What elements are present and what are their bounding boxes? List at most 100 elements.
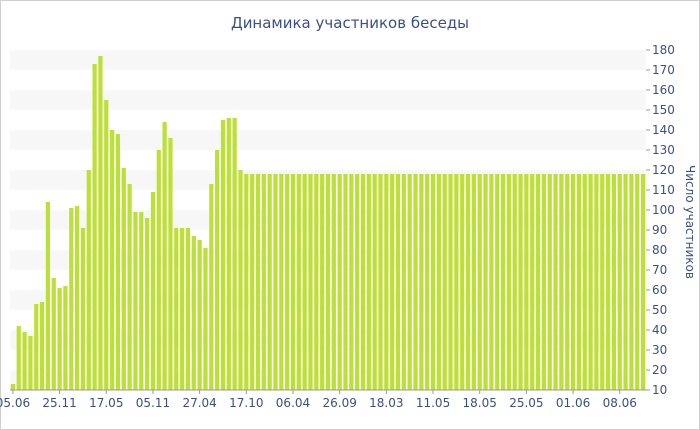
y-tick-label: 120 xyxy=(652,163,675,177)
bar xyxy=(121,168,126,390)
bar xyxy=(635,174,640,390)
bar xyxy=(617,174,622,390)
bar xyxy=(320,174,325,390)
bar xyxy=(495,174,500,390)
bar xyxy=(518,174,523,390)
bar xyxy=(355,174,360,390)
x-tick-label: 27.04 xyxy=(182,396,216,410)
bar xyxy=(512,174,517,390)
bar xyxy=(535,174,541,390)
bar xyxy=(308,174,313,390)
bar xyxy=(92,64,97,390)
bar xyxy=(506,174,511,390)
bar xyxy=(104,100,109,390)
bar xyxy=(407,174,412,390)
bar xyxy=(10,384,16,390)
grid-band xyxy=(10,50,646,70)
bar xyxy=(489,174,494,390)
bar xyxy=(640,174,646,390)
bar xyxy=(366,174,371,390)
x-tick-label: 11.05 xyxy=(416,396,450,410)
bar xyxy=(541,174,546,390)
bar xyxy=(110,130,115,390)
x-tick-label: 01.06 xyxy=(556,396,590,410)
x-tick-label: 25.05 xyxy=(509,396,543,410)
x-tick-label: 25.11 xyxy=(42,396,76,410)
bar xyxy=(570,174,576,390)
y-tick-label: 100 xyxy=(652,203,675,217)
bar xyxy=(331,174,336,390)
y-tick-label: 140 xyxy=(652,123,675,137)
bar xyxy=(314,174,319,390)
x-tick-label: 18.03 xyxy=(369,396,403,410)
bar xyxy=(425,174,430,390)
bar xyxy=(133,212,138,390)
bar xyxy=(565,174,570,390)
y-tick-label: 10 xyxy=(652,383,667,397)
bar xyxy=(623,174,628,390)
bar xyxy=(209,184,214,390)
bar xyxy=(588,174,593,390)
y-tick-label: 30 xyxy=(652,343,667,357)
bar xyxy=(162,122,167,390)
bar xyxy=(349,174,354,390)
chart-title: Динамика участников беседы xyxy=(231,14,469,32)
bar xyxy=(547,174,552,390)
bar xyxy=(600,174,605,390)
bar xyxy=(139,212,144,390)
bar xyxy=(296,174,301,390)
bar xyxy=(191,236,196,390)
bar xyxy=(28,336,33,390)
bar xyxy=(384,174,389,390)
bar xyxy=(197,240,202,390)
bar xyxy=(226,118,231,390)
bar xyxy=(465,174,471,390)
bar xyxy=(559,174,564,390)
bar xyxy=(605,174,611,390)
x-tick-label: 05.06 xyxy=(0,396,30,410)
x-tick-label: 17.05 xyxy=(89,396,123,410)
bars xyxy=(10,56,646,391)
bar xyxy=(86,170,91,390)
bar xyxy=(582,174,587,390)
bar xyxy=(45,202,51,390)
bar xyxy=(442,174,447,390)
bar xyxy=(80,228,86,390)
y-tick-label: 160 xyxy=(652,83,675,97)
x-tick-label: 26.09 xyxy=(322,396,356,410)
y-tick-label: 170 xyxy=(652,63,675,77)
bar xyxy=(430,174,436,390)
x-tick-label: 18.05 xyxy=(463,396,497,410)
bar xyxy=(419,174,424,390)
bar xyxy=(98,56,103,390)
bar xyxy=(372,174,377,390)
bar xyxy=(238,170,243,390)
bar xyxy=(285,174,290,390)
bar xyxy=(343,174,348,390)
bar xyxy=(325,174,331,390)
bar xyxy=(115,134,121,390)
bar xyxy=(378,174,383,390)
bar xyxy=(401,174,406,390)
bar xyxy=(477,174,482,390)
bar xyxy=(22,332,27,390)
y-tick-label: 40 xyxy=(652,323,667,337)
bar xyxy=(302,174,307,390)
bar xyxy=(448,174,453,390)
bar xyxy=(337,174,342,390)
bar xyxy=(530,174,535,390)
bar xyxy=(174,228,179,390)
bar xyxy=(413,174,418,390)
bar xyxy=(454,174,459,390)
bar xyxy=(611,174,617,390)
bar xyxy=(51,278,56,390)
bar xyxy=(524,174,529,390)
y-tick-label: 130 xyxy=(652,143,675,157)
bar xyxy=(436,174,441,390)
y-axis-ticks: 10 20 30 40 50 60 70 80 90 100 110 120 130 140 150 160 1… xyxy=(646,43,675,397)
bar xyxy=(16,326,21,390)
bar xyxy=(267,174,272,390)
bar xyxy=(360,174,366,390)
grid-band xyxy=(10,90,646,110)
